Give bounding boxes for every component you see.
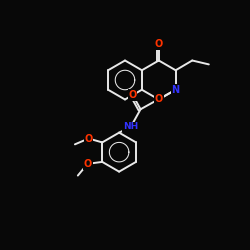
Text: O: O [128, 90, 137, 100]
Text: O: O [84, 159, 92, 169]
Text: O: O [155, 39, 163, 49]
Text: NH: NH [123, 122, 138, 131]
Text: N: N [172, 85, 180, 95]
Text: O: O [155, 94, 163, 104]
Text: O: O [84, 134, 93, 143]
